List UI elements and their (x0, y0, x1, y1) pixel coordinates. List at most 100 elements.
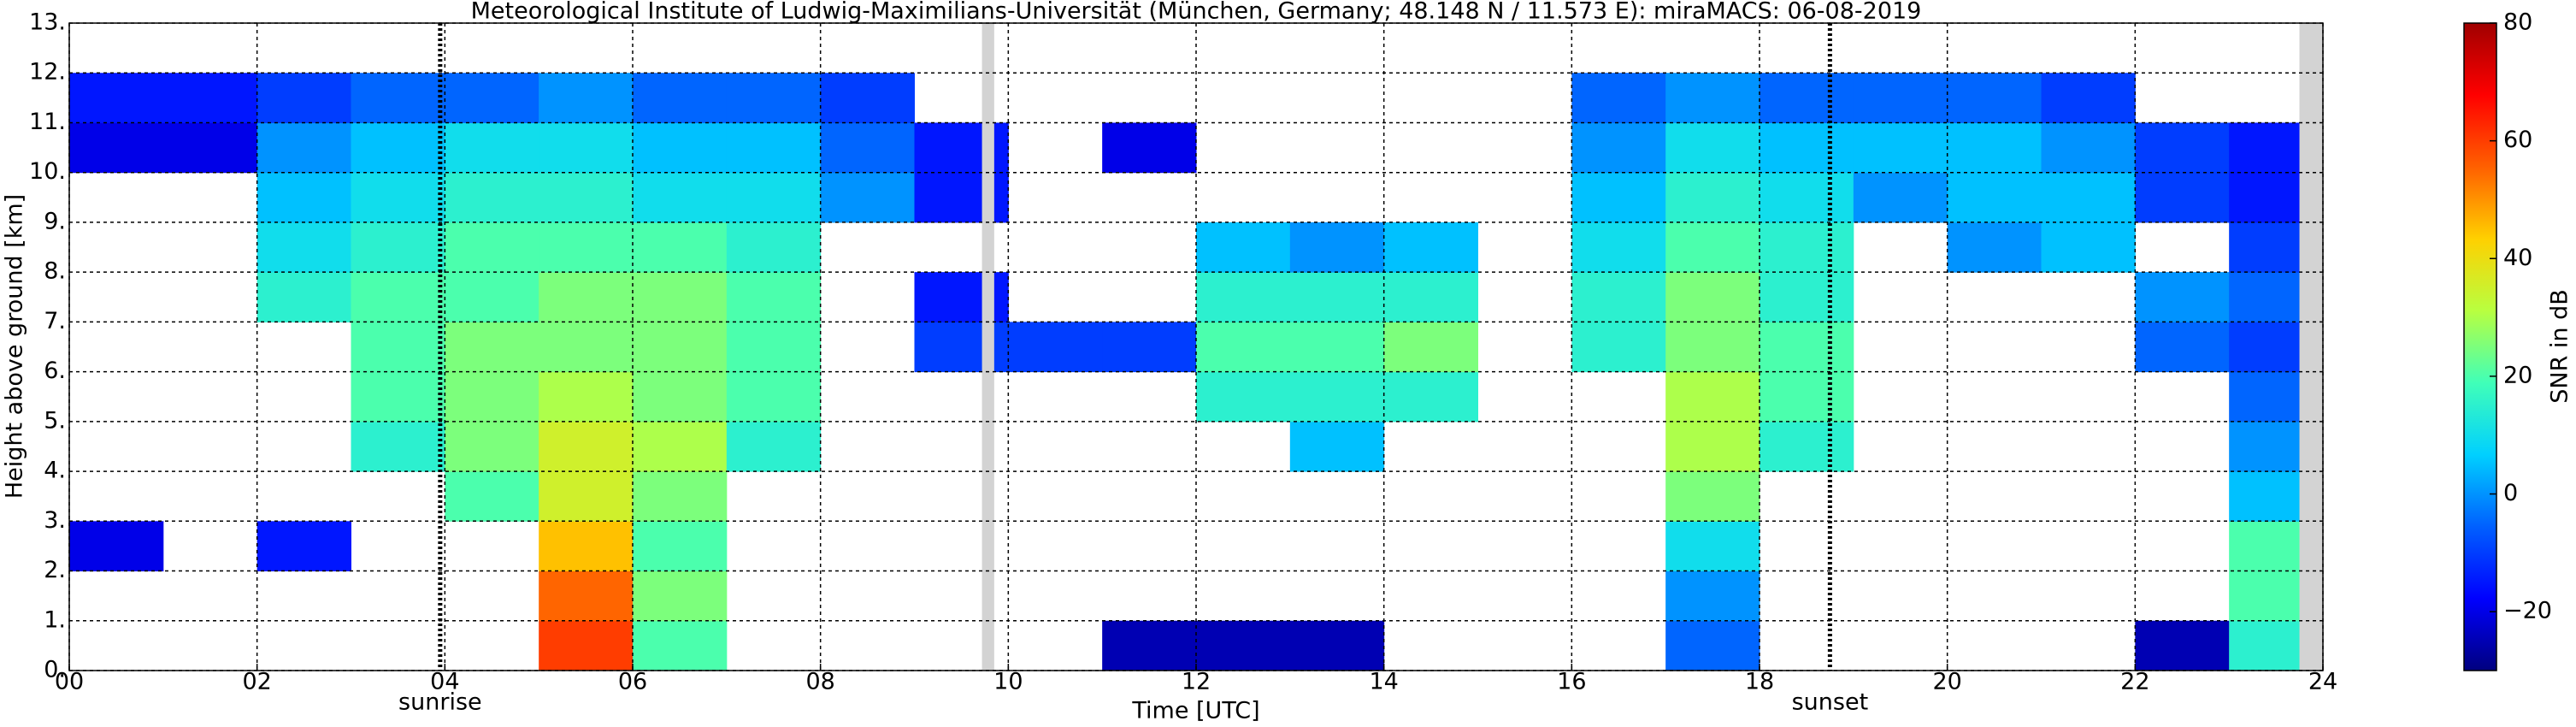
cell (914, 172, 1009, 223)
colorbar-tick-label: 80 (2503, 9, 2532, 36)
colorbar-tick-label: 60 (2503, 127, 2532, 153)
cell (633, 570, 728, 622)
x-tick-label: 24 (2308, 669, 2337, 695)
colorbar (2463, 22, 2497, 671)
cell (820, 172, 915, 223)
cell (256, 521, 351, 572)
cell (1853, 73, 1948, 123)
cell (351, 222, 445, 273)
cell (1665, 222, 1760, 273)
cell (1383, 371, 1478, 423)
cell (162, 122, 258, 174)
cell (69, 122, 164, 174)
y-tick-label: 4. (44, 458, 66, 484)
cell (445, 322, 539, 373)
cell (2041, 172, 2136, 223)
cell (539, 73, 634, 123)
chart-title: Meteorological Institute of Ludwig-Maxim… (471, 0, 1922, 25)
x-axis-label: Time [UTC] (1131, 698, 1259, 724)
cell (1196, 322, 1291, 373)
cell (256, 122, 351, 174)
cell (2041, 122, 2136, 174)
cell (539, 371, 634, 423)
cell (1289, 272, 1385, 322)
cell (539, 570, 634, 622)
cell (633, 371, 728, 423)
cell (2041, 73, 2136, 123)
cell (633, 521, 728, 572)
cell (445, 371, 539, 423)
cell (726, 172, 822, 223)
cell (1760, 322, 1854, 373)
colorbar-label: SNR in dB (2547, 289, 2573, 404)
cell (351, 272, 445, 322)
cell (914, 272, 1009, 322)
cell (1571, 222, 1666, 273)
x-tick-label: 10 (993, 669, 1023, 695)
x-tick-label: 04 (430, 669, 459, 695)
x-tick-label: 18 (1745, 669, 1774, 695)
cell (2135, 620, 2230, 671)
cell (256, 222, 351, 273)
y-tick-label: 9. (44, 208, 66, 234)
cell (726, 73, 822, 123)
x-tick-label: 22 (2120, 669, 2149, 695)
x-tick-label: 14 (1369, 669, 1398, 695)
cell (1289, 421, 1385, 472)
y-tick-label: 6. (44, 358, 66, 384)
y-tick-label: 3. (44, 507, 66, 534)
cell (162, 73, 258, 123)
cell (1571, 73, 1666, 123)
cell (351, 122, 445, 174)
x-tick-label: 08 (805, 669, 834, 695)
cell (1947, 122, 2042, 174)
cell (820, 122, 915, 174)
missing-data-band (2299, 23, 2323, 671)
cell (539, 122, 634, 174)
plot-frame (68, 22, 2324, 671)
cell (69, 73, 164, 123)
cell (1102, 122, 1197, 174)
cell (633, 122, 728, 174)
y-tick-label: 2. (44, 557, 66, 583)
cell (256, 272, 351, 322)
cell (1102, 620, 1197, 671)
annotation-label: sunset (1792, 689, 1869, 716)
y-tick-label: 7. (44, 308, 66, 334)
cell (1383, 322, 1478, 373)
cell (1289, 620, 1385, 671)
cell (445, 73, 539, 123)
x-tick-label: 00 (55, 669, 84, 695)
cell (633, 471, 728, 522)
missing-data-band (981, 23, 994, 671)
cell (1665, 521, 1760, 572)
cell (351, 421, 445, 472)
cell (1665, 322, 1760, 373)
cell (539, 521, 634, 572)
x-tick-label: 20 (1932, 669, 1961, 695)
cell (1571, 172, 1666, 223)
cell (726, 421, 822, 472)
cell (633, 322, 728, 373)
cell (1571, 122, 1666, 174)
colorbar-tick-label: 0 (2503, 480, 2518, 506)
cell (1853, 172, 1948, 223)
cell (1665, 73, 1760, 123)
cell (445, 222, 539, 273)
cell (1760, 73, 1854, 123)
y-tick-label: 8. (44, 258, 66, 285)
x-tick-label: 06 (618, 669, 647, 695)
cell (1665, 272, 1760, 322)
cell (726, 122, 822, 174)
cell (1760, 371, 1854, 423)
x-tick-label: 02 (242, 669, 271, 695)
cell (539, 272, 634, 322)
cell (445, 471, 539, 522)
y-tick-label: 5. (44, 407, 66, 434)
cell (1289, 322, 1385, 373)
cell (633, 272, 728, 322)
cell (1383, 272, 1478, 322)
cell (539, 421, 634, 472)
cell (256, 172, 351, 223)
